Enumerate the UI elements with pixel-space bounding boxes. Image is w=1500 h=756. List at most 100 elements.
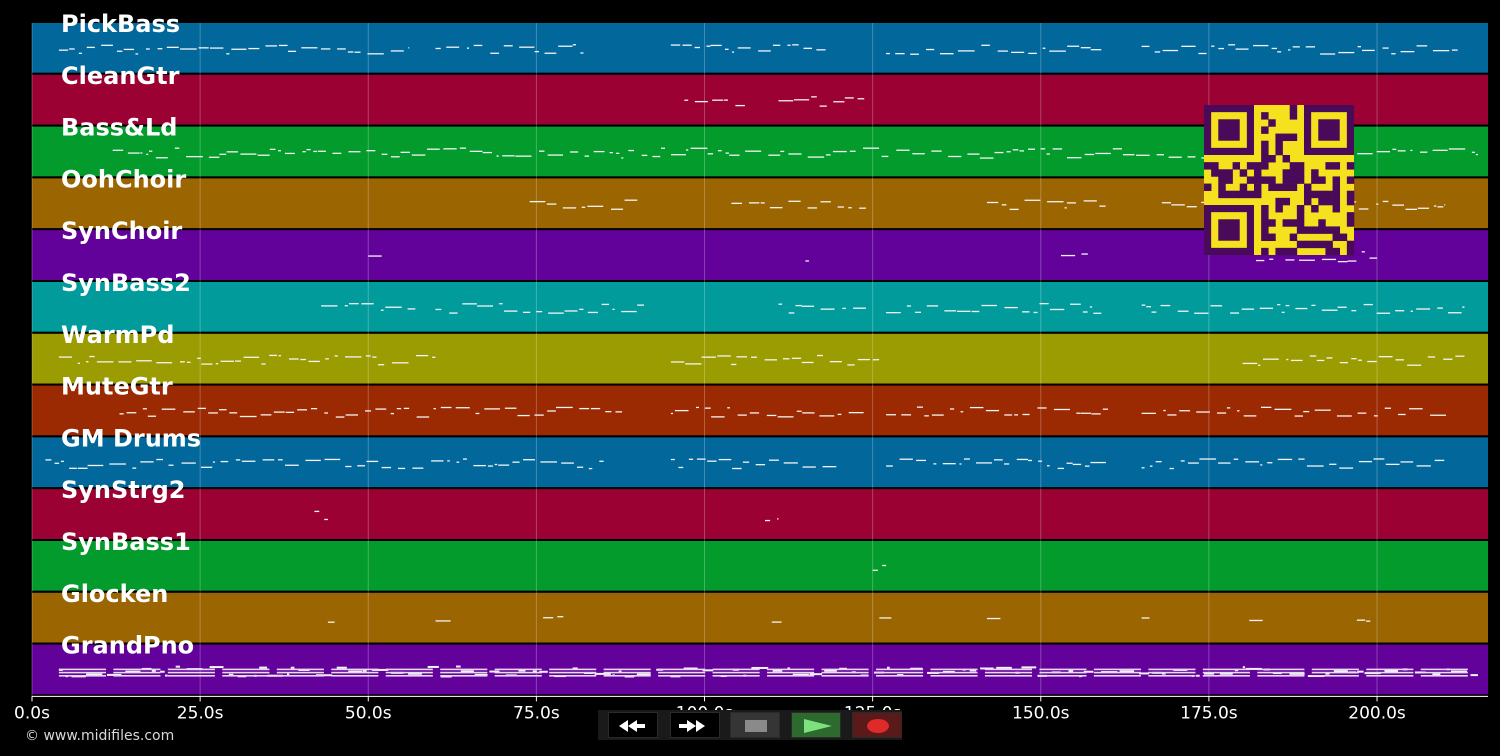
note-event [336,666,347,669]
track-lane[interactable] [32,489,1488,539]
note-event [484,408,500,410]
note-event [1177,310,1189,312]
note-event [113,668,161,671]
note-event [390,412,395,415]
track-lane[interactable] [32,23,1488,73]
note-event [499,303,503,305]
note-event [1448,148,1466,150]
track-lane[interactable] [32,333,1488,384]
note-event [1337,306,1347,308]
note-event [603,671,651,674]
note-event [895,52,905,55]
note-event [1382,47,1389,49]
fast-forward-button[interactable] [670,712,720,738]
note-event [1171,204,1185,206]
note-event [390,50,404,52]
note-event [167,671,215,674]
note-event [670,44,681,46]
note-event [584,155,590,157]
note-event [896,149,910,151]
note-event [1294,415,1303,417]
note-event [996,666,1012,669]
note-event [637,304,644,306]
note-event [1357,46,1361,48]
note-event [1316,359,1325,362]
rewind-button[interactable] [608,712,658,738]
note-event [1033,311,1038,314]
note-event [1373,415,1378,417]
note-event [269,148,276,151]
track-lane[interactable] [32,541,1488,591]
note-event [132,467,137,469]
note-event [829,360,842,363]
track-label: Glocken [61,580,168,608]
note-event [459,147,467,149]
note-event [611,208,624,210]
note-event [285,464,299,466]
note-event [1148,675,1196,677]
note-event [886,311,901,314]
note-event [231,48,247,50]
note-event [435,47,441,50]
note-event [641,154,648,157]
note-event [882,564,887,567]
track-label: GM Drums [61,424,201,452]
note-event [215,363,219,365]
note-event [321,305,338,307]
note-event [1057,467,1064,470]
note-event [557,616,564,618]
note-event [727,407,730,409]
note-event [1416,465,1431,467]
note-event [135,53,139,55]
note-event [1060,254,1076,257]
note-event [1400,50,1415,53]
note-event [1149,465,1153,467]
note-event [375,408,387,410]
note-event [354,51,361,53]
note-event [984,668,1033,671]
note-event [670,412,674,415]
note-event [615,152,620,154]
note-event [802,412,815,414]
note-event [1269,258,1274,260]
note-event [674,409,689,412]
note-event [243,356,260,358]
note-event [1148,668,1196,671]
note-event [546,203,557,205]
note-event [652,155,661,158]
note-event [1432,49,1450,52]
note-event [261,363,266,365]
play-button[interactable] [791,712,841,738]
note-event [886,465,893,467]
note-event [146,153,149,155]
note-event [618,670,622,673]
note-event [603,668,651,671]
note-event [833,101,845,103]
note-event [969,406,984,409]
note-event [460,670,474,673]
note-event [86,673,103,676]
note-event [1391,53,1396,55]
note-event [415,354,429,357]
note-event [1376,312,1391,314]
note-event [605,410,612,413]
note-event [183,411,195,413]
track-lane[interactable] [32,385,1488,436]
note-event [1219,672,1233,675]
note-event [1376,151,1391,153]
stop-button[interactable] [730,712,780,738]
note-event [876,671,924,674]
note-event [306,148,311,151]
track-lane[interactable] [32,592,1488,643]
note-event [1022,413,1030,416]
note-event [758,50,771,52]
note-event [385,675,433,677]
note-event [449,312,458,314]
note-event [1084,465,1090,467]
note-event [916,406,923,408]
record-button[interactable] [852,712,902,738]
note-event [1470,674,1478,677]
note-event [1050,308,1065,311]
track-lane[interactable] [32,282,1488,332]
